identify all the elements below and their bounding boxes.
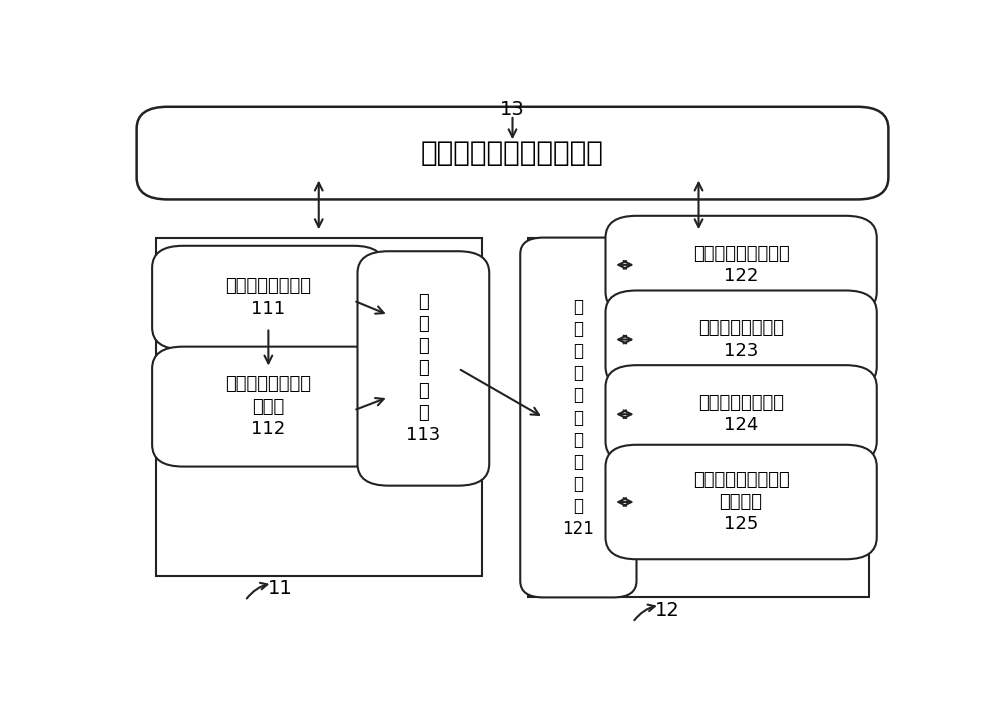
Text: 优化目标制定与优化
计算模块
125: 优化目标制定与优化 计算模块 125 [693,471,790,533]
Text: 无线资源管理模块
123: 无线资源管理模块 123 [698,319,784,360]
Text: 11: 11 [268,579,292,598]
FancyBboxPatch shape [152,246,385,349]
FancyBboxPatch shape [137,107,888,200]
FancyBboxPatch shape [520,238,637,598]
Text: 数
据
存
储
模
块
113: 数 据 存 储 模 块 113 [406,293,440,444]
FancyBboxPatch shape [152,347,385,467]
FancyBboxPatch shape [358,251,489,486]
Text: 节点移动性分析模块
122: 节点移动性分析模块 122 [693,245,790,285]
Text: 拓
扑
重
构
决
策
制
定
模
块
121: 拓 扑 重 构 决 策 制 定 模 块 121 [562,297,594,537]
Bar [528,238,869,598]
Bar [156,238,482,576]
Text: 12: 12 [655,601,680,620]
FancyBboxPatch shape [606,290,877,389]
Text: 拓扑信息采集模块
111: 拓扑信息采集模块 111 [225,278,311,318]
Text: 节点位置分析与确
定模块
112: 节点位置分析与确 定模块 112 [225,375,311,438]
FancyBboxPatch shape [606,365,877,463]
Text: 13: 13 [500,100,525,119]
Text: 拓扑性能计算模块
124: 拓扑性能计算模块 124 [698,394,784,434]
Text: 拓扑重构管理与执行模块: 拓扑重构管理与执行模块 [421,139,604,167]
FancyBboxPatch shape [606,216,877,314]
FancyBboxPatch shape [606,445,877,559]
